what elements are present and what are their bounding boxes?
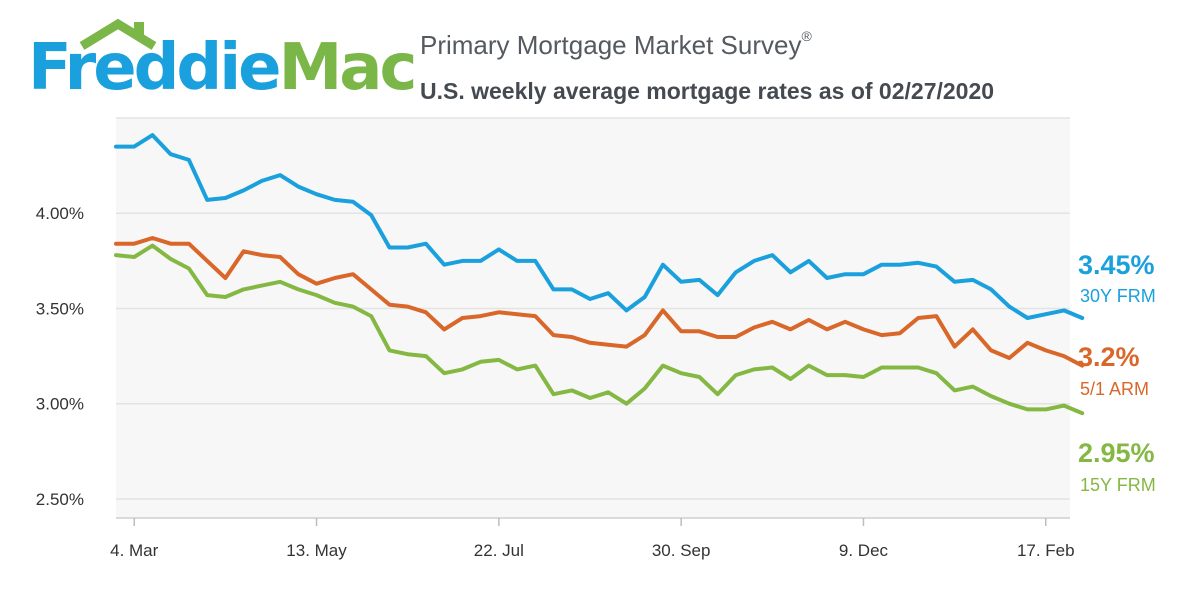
end-value-15y-frm: 2.95%: [1078, 438, 1155, 468]
plot-background: [116, 118, 1070, 518]
series-line-arm51: [114, 236, 1085, 368]
chart-title: Primary Mortgage Market Survey®: [420, 28, 812, 61]
x-tick-label: 17. Feb: [1017, 541, 1075, 560]
x-tick-label: 22. Jul: [474, 541, 524, 560]
chart-title-text: Primary Mortgage Market Survey: [420, 30, 802, 60]
end-value-5-1-arm: 3.2%: [1078, 342, 1140, 372]
x-tick-label: 4. Mar: [110, 541, 159, 560]
x-tick-label: 9. Dec: [839, 541, 889, 560]
registered-mark: ®: [801, 28, 812, 44]
y-tick-label: 3.00%: [36, 395, 84, 414]
x-tick-label: 30. Sep: [652, 541, 711, 560]
logo-wordmark: FreddieMac: [28, 36, 417, 100]
logo-text-freddie: Freddie: [28, 31, 282, 105]
end-name-15y-frm: 15Y FRM: [1080, 475, 1156, 495]
y-tick-label: 4.00%: [36, 204, 84, 223]
x-tick-label: 13. May: [286, 541, 347, 560]
series-line-frm15: [114, 243, 1085, 416]
chart-subtitle: U.S. weekly average mortgage rates as of…: [420, 78, 995, 104]
logo-text-mac: Mac: [278, 31, 418, 105]
end-name-5-1-arm: 5/1 ARM: [1080, 379, 1150, 399]
series-line-frm30: [114, 133, 1085, 320]
end-value-30y-frm: 3.45%: [1078, 250, 1155, 280]
freddie-mac-logo: FreddieMac: [28, 18, 417, 108]
house-roof-icon: [79, 18, 157, 50]
y-tick-label: 3.50%: [36, 299, 84, 318]
end-name-30y-frm: 30Y FRM: [1080, 286, 1156, 306]
y-tick-label: 2.50%: [36, 490, 84, 509]
